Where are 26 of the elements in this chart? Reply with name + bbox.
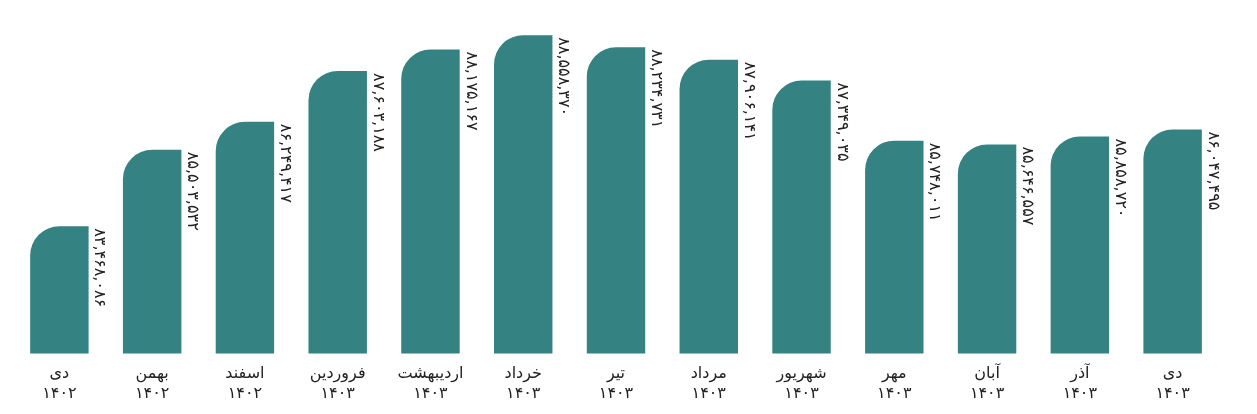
data-label: ۸۷,۶۰۳,۱۸۸ [369,73,389,153]
x-tick-label: بهمن ۱۴۰۲ [134,363,170,402]
data-label: ۸۶,۰۴۷,۴۹۵ [1204,131,1224,211]
x-tick-label: مهر ۱۴۰۳ [877,363,912,402]
data-label: ۸۵,۷۴۸,۰۱۱ [926,142,946,222]
x-tick-label: دی ۱۴۰۳ [1155,363,1191,402]
x-tick-label: دی ۱۴۰۲ [42,363,77,402]
data-label: ۸۵,۵۰۳,۵۳۲ [184,151,204,231]
data-label: ۸۷,۳۴۹,۰۳۵ [833,82,853,162]
x-tick-label: آبان ۱۴۰۳ [969,363,1005,402]
x-tick-label: تیر ۱۴۰۳ [598,363,634,402]
x-tick-label: خرداد ۱۴۰۳ [504,363,542,402]
x-tick-label: آذر ۱۴۰۳ [1062,363,1098,402]
x-tick-label: اردیبهشت ۱۴۰۳ [397,363,464,402]
x-tick-label: شهریور ۱۴۰۳ [775,363,827,402]
data-label: ۸۳,۴۶۸,۰۸۶ [91,228,111,308]
x-tick-label: فروردین ۱۴۰۳ [309,363,366,402]
data-label: ۸۸,۵۵۸,۳۷۰ [555,37,575,117]
data-label: ۸۶,۲۴۹,۴۱۷ [276,123,296,204]
data-label: ۸۵,۶۴۶,۵۵۷ [1019,146,1039,226]
x-tick-label: مرداد ۱۴۰۳ [690,363,727,402]
data-label: ۸۵,۸۵۸,۷۲۰ [1111,138,1131,218]
data-label: ۸۸,۲۳۴,۷۳۱ [648,49,668,129]
data-label: ۸۷,۹۰۶,۱۴۱ [740,61,760,141]
data-label: ۸۸,۱۷۵,۱۶۷ [462,51,482,131]
x-tick-label: اسفند ۱۴۰۲ [225,363,265,402]
